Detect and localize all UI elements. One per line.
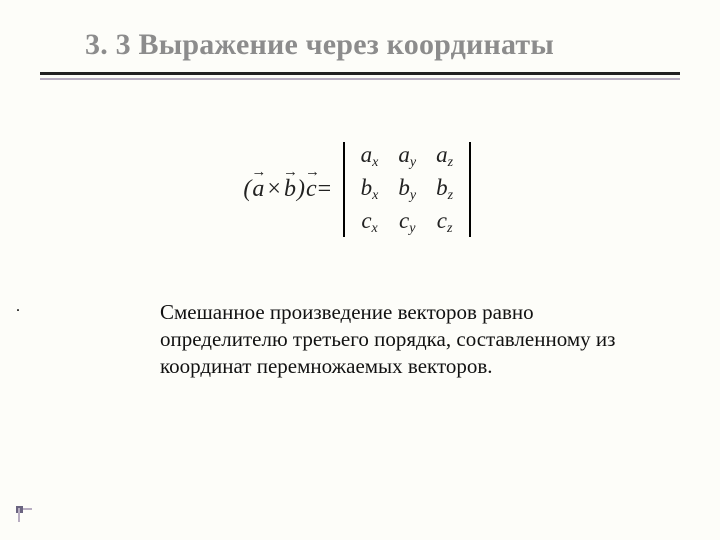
paren-close: ): [297, 176, 305, 203]
det-bar-right: [469, 142, 471, 237]
divider-thick: [40, 72, 680, 75]
matrix-cell: cx: [351, 206, 389, 239]
formula-block: ( → a × → b ) → c =: [40, 140, 680, 239]
vector-arrow-icon: →: [283, 169, 297, 175]
det-bar-left: [343, 142, 345, 237]
matrix-cell: bx: [351, 173, 389, 206]
matrix-cell: bz: [426, 173, 463, 206]
matrix-cell: cz: [426, 206, 463, 239]
matrix-cell: ax: [351, 140, 389, 173]
body-paragraph: Смешанное произведение векторов равно оп…: [160, 299, 620, 380]
matrix-cell: ay: [388, 140, 426, 173]
vector-b: → b: [283, 176, 297, 203]
formula-lhs: ( → a × → b ) → c =: [243, 176, 331, 203]
vector-a: → a: [251, 176, 265, 203]
vector-arrow-icon: →: [305, 169, 318, 175]
equals-sign: =: [318, 176, 332, 203]
matrix-cell: cy: [388, 206, 426, 239]
matrix-cell: az: [426, 140, 463, 173]
divider-thin: [40, 78, 680, 80]
determinant: ax ay az bx by bz cx cy cz: [337, 140, 476, 239]
paren-open: (: [243, 176, 251, 203]
corner-decoration: [18, 508, 32, 522]
slide-title: 3. 3 Выражение через координаты: [85, 28, 680, 62]
slide: 3. 3 Выражение через координаты ( → a × …: [0, 0, 720, 540]
vector-c: → c: [305, 176, 318, 203]
matrix-cell: by: [388, 173, 426, 206]
matrix: ax ay az bx by bz cx cy cz: [351, 140, 463, 239]
vector-arrow-icon: →: [251, 169, 265, 175]
corner-square-icon: [16, 506, 23, 513]
cross-symbol: ×: [265, 176, 283, 203]
stray-dot: .: [16, 298, 20, 316]
